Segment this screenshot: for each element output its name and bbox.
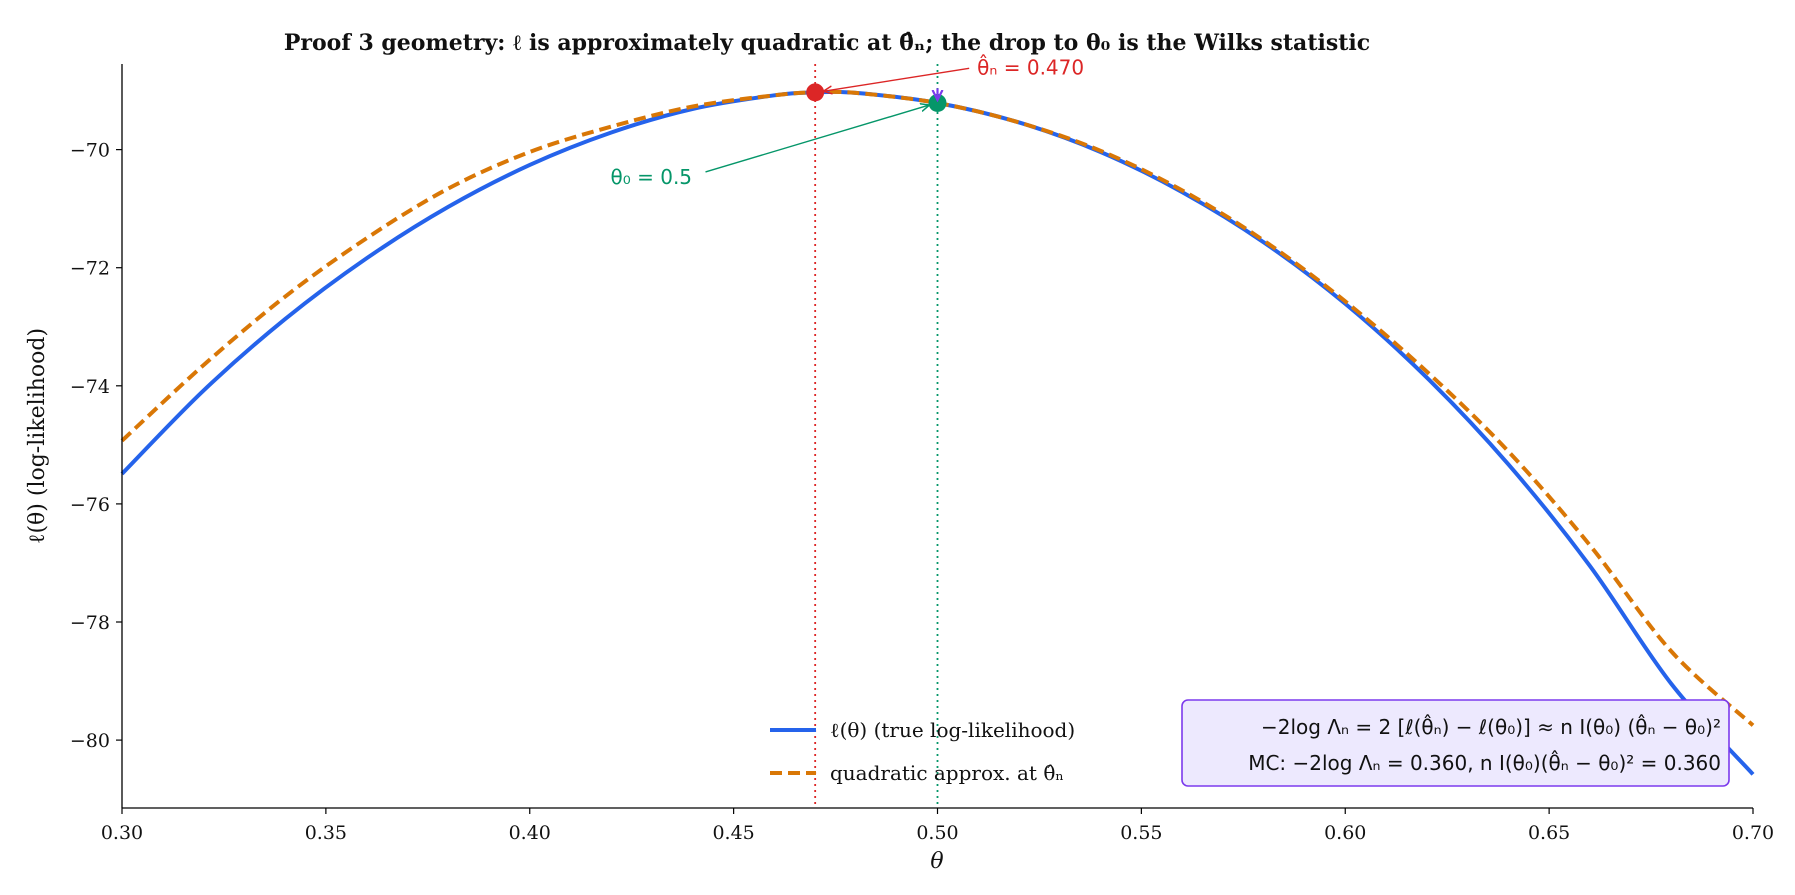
x-tick-label: 0.60 xyxy=(1324,822,1366,844)
chart-title: Proof 3 geometry: ℓ is approximately qua… xyxy=(284,30,1370,56)
y-tick-label: −72 xyxy=(70,258,110,280)
vertical-reference-lines xyxy=(814,64,939,808)
theta-hat-label: θ̂ₙ = 0.470 xyxy=(977,55,1084,80)
series-line-1 xyxy=(120,89,1755,727)
theta-zero-label: θ₀ = 0.5 xyxy=(611,165,693,189)
x-tick-label: 0.45 xyxy=(712,822,754,844)
annotation-box: −2log Λₙ = 2 [ℓ(θ̂ₙ) − ℓ(θ₀)] ≈ n I(θ₀) … xyxy=(1181,699,1730,787)
y-tick-label: −78 xyxy=(70,612,110,634)
x-tick-label: 0.50 xyxy=(916,822,958,844)
x-axis-label: θ xyxy=(930,849,943,874)
annotations-layer: θ̂ₙ = 0.470 θ₀ = 0.5 xyxy=(611,55,1085,189)
x-tick-label: 0.35 xyxy=(305,822,347,844)
x-tick-label: 0.30 xyxy=(101,822,143,844)
legend: ℓ(θ) (true log-likelihood) quadratic app… xyxy=(770,718,1075,785)
point-marker-0 xyxy=(806,83,825,102)
y-tick-label: −74 xyxy=(70,376,110,398)
x-tick-label: 0.40 xyxy=(509,822,551,844)
annotation-box-frame xyxy=(1181,699,1730,787)
x-tick-label: 0.65 xyxy=(1528,822,1570,844)
points-layer xyxy=(806,83,947,112)
y-tick-label: −76 xyxy=(70,494,110,516)
annotation-box-line-1: −2log Λₙ = 2 [ℓ(θ̂ₙ) − ℓ(θ₀)] ≈ n I(θ₀) … xyxy=(1261,714,1721,739)
y-axis-label: ℓ(θ) (log-likelihood) xyxy=(25,328,50,544)
legend-label-quadratic: quadratic approx. at θ̂ₙ xyxy=(830,761,1064,785)
y-tick-label: −80 xyxy=(70,730,110,752)
theta-hat-arrow xyxy=(823,67,970,91)
x-axis-ticks: 0.30 0.35 0.40 0.45 0.50 0.55 0.60 0.65 0.70 xyxy=(101,808,1774,844)
x-tick-label: 0.55 xyxy=(1120,822,1162,844)
y-tick-label: −70 xyxy=(70,140,110,162)
y-axis-ticks: −80 −78 −76 −74 −72 −70 xyxy=(70,140,122,752)
annotation-box-line-2: MC: −2log Λₙ = 0.360, n I(θ₀)(θ̂ₙ − θ₀)²… xyxy=(1248,750,1721,775)
legend-label-true-loglik: ℓ(θ) (true log-likelihood) xyxy=(830,718,1075,742)
theta-zero-arrow xyxy=(705,105,930,173)
x-tick-label: 0.70 xyxy=(1732,822,1774,844)
